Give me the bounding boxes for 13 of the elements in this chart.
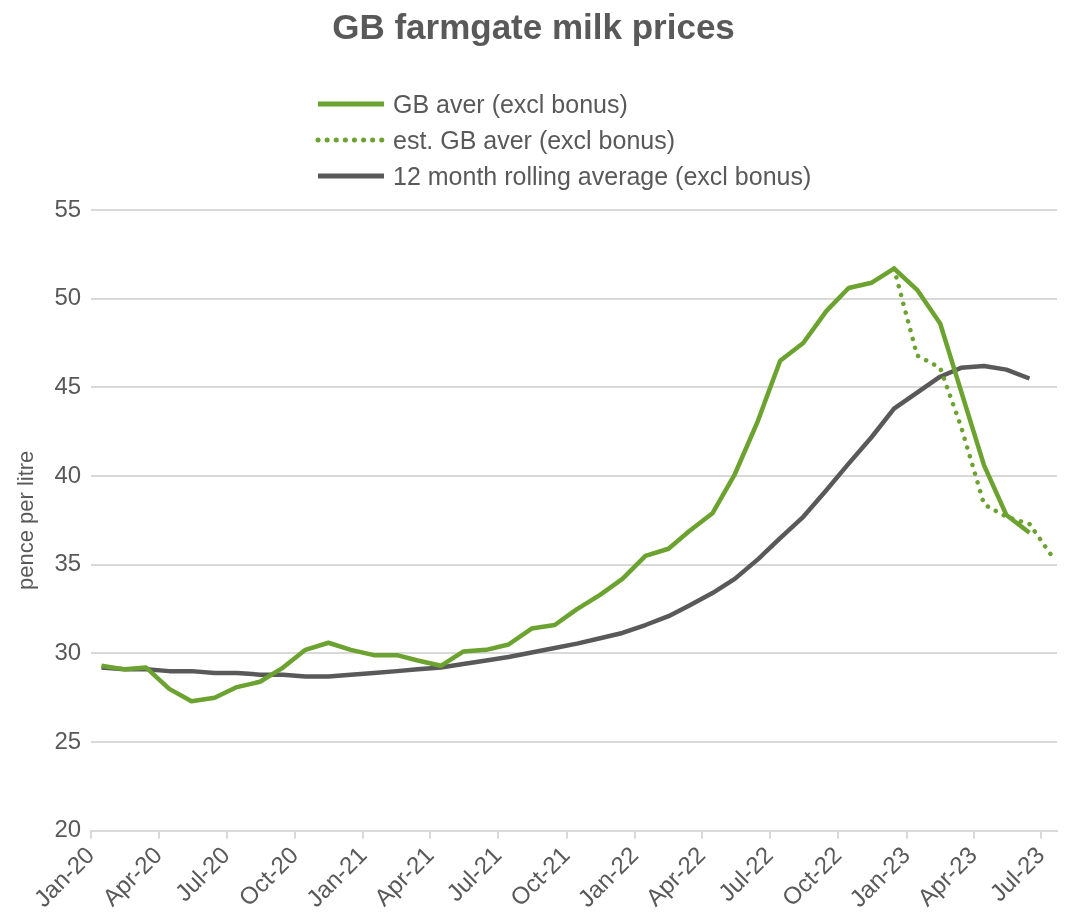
y-tick-label: 50 xyxy=(54,283,82,311)
y-tick-label: 55 xyxy=(54,194,82,222)
y-tick-label: 35 xyxy=(54,549,82,577)
y-tick-label: 40 xyxy=(54,460,82,488)
chart-title: GB farmgate milk prices xyxy=(332,6,735,46)
legend-label: est. GB aver (excl bonus) xyxy=(393,125,676,156)
y-tick-label: 20 xyxy=(54,815,82,843)
y-tick-label: 45 xyxy=(54,371,82,399)
legend-label: 12 month rolling average (excl bonus) xyxy=(393,161,812,192)
y-axis-title: pence per litre xyxy=(13,450,39,591)
y-tick-label: 25 xyxy=(54,726,82,754)
y-tick-label: 30 xyxy=(54,638,82,666)
legend-label: GB aver (excl bonus) xyxy=(393,89,628,120)
